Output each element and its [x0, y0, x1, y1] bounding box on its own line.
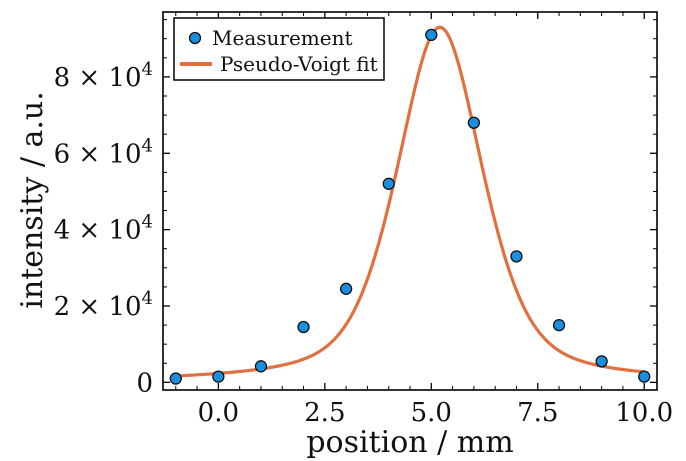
legend: Measurement Pseudo-Voigt fit	[173, 17, 385, 81]
x-tick-label: 0.0	[198, 398, 239, 428]
measurement-point	[595, 355, 608, 368]
measurement-point	[382, 177, 395, 190]
measurement-points-group	[169, 28, 651, 385]
measurement-point	[339, 282, 353, 295]
measurement-point	[638, 370, 651, 383]
measurement-point	[169, 372, 182, 385]
fit-curve-line	[175, 25, 645, 378]
y-tick-label: 2 × 104	[54, 288, 153, 322]
y-tick-label: 4 × 104	[54, 212, 153, 246]
legend-marker-measurement	[188, 31, 202, 45]
legend-label-fit: Pseudo-Voigt fit	[220, 52, 378, 76]
y-tick-label: 8 × 104	[54, 59, 153, 93]
y-tick-label: 0	[136, 368, 153, 398]
measurement-point	[425, 28, 438, 42]
legend-label-measurement: Measurement	[212, 26, 353, 50]
measurement-point	[510, 250, 523, 263]
x-axis-label: position / mm	[306, 425, 513, 460]
y-axis-label: intensity / a.u.	[15, 91, 50, 309]
measurement-point	[212, 370, 225, 383]
fit-curve-group	[175, 25, 645, 378]
legend-frame	[173, 17, 385, 81]
x-tick-label: 7.5	[517, 398, 558, 428]
measurement-point	[254, 360, 268, 373]
measurement-point	[297, 320, 310, 334]
measurement-point	[467, 116, 481, 129]
x-tick-label: 10.0	[615, 398, 673, 428]
measurement-point	[552, 318, 566, 332]
x-tick-label: 5.0	[411, 398, 452, 428]
y-tick-label: 6 × 104	[54, 135, 153, 169]
x-tick-label: 2.5	[304, 398, 345, 428]
x-axis: 0.0 2.5 5.0 7.5 10.0	[175, 12, 673, 428]
y-axis: 0 2 × 104 4 × 104 6 × 104 8 × 104	[54, 19, 657, 398]
